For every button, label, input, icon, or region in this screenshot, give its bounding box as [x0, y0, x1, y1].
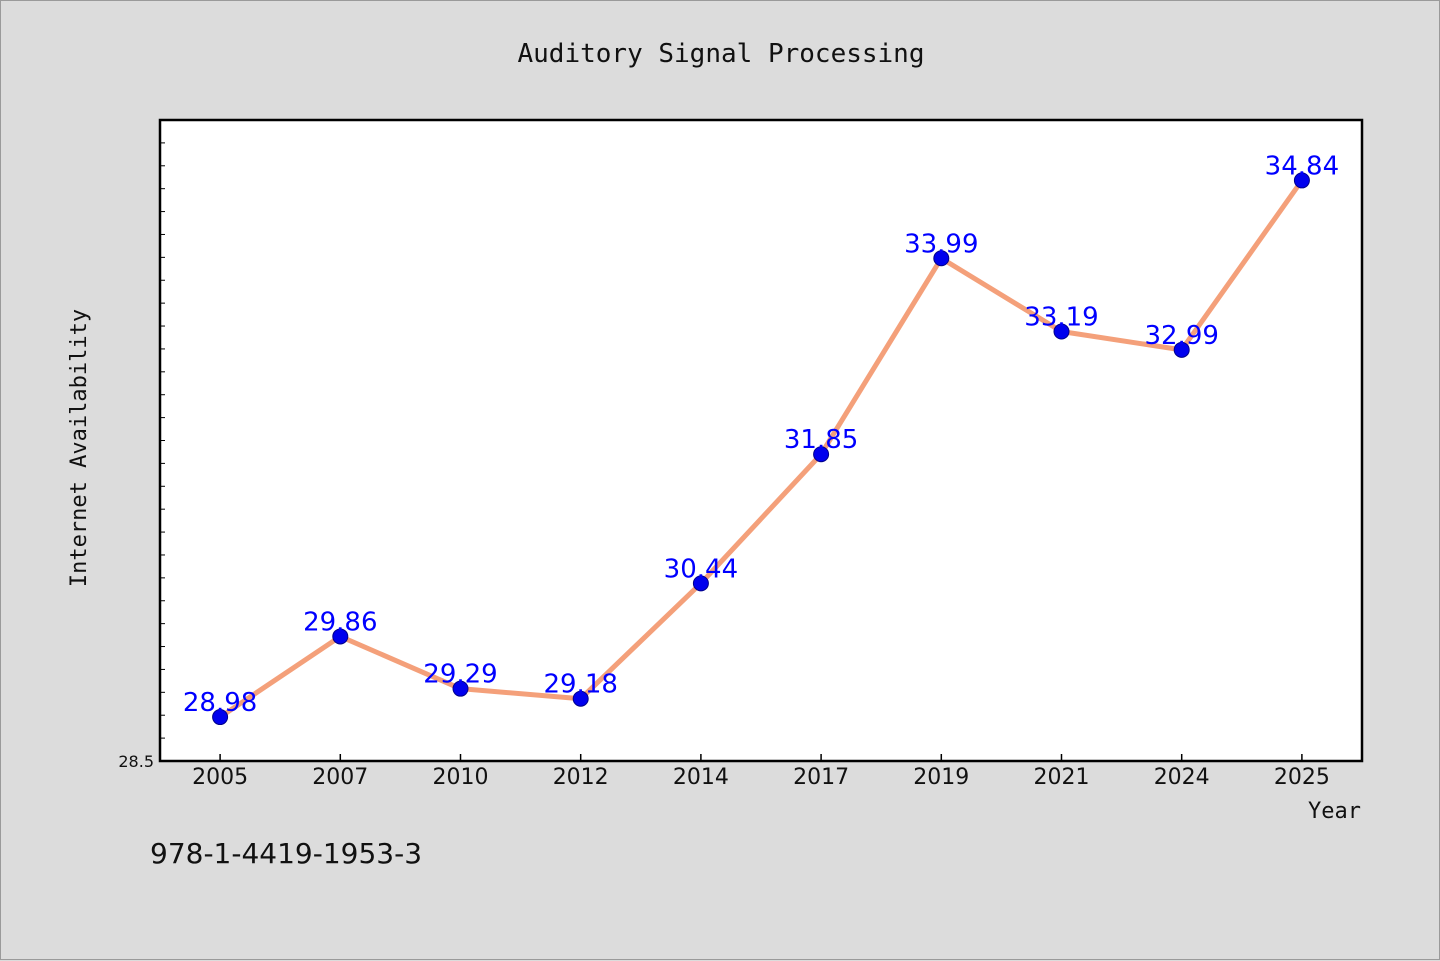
- data-label-2007: 29.86: [303, 607, 377, 637]
- x-axis-ticks: 2005 2007 2010 2012 2014 2017 2019 2021 2024 2025: [192, 754, 1330, 790]
- data-point-2017: [813, 446, 830, 463]
- x-tick-label-2010: 2010: [433, 765, 489, 790]
- data-label-2025: 34.84: [1265, 151, 1339, 181]
- x-tick-label-2017: 2017: [793, 765, 849, 790]
- y-axis-label: Internet Availability: [67, 309, 92, 587]
- x-tick-label-2025: 2025: [1274, 765, 1330, 790]
- data-point-2014: [692, 575, 709, 592]
- chart-title: Auditory Signal Processing: [518, 39, 925, 69]
- data-point-2024: [1173, 341, 1190, 358]
- data-point-2012: [572, 690, 589, 707]
- data-point-2019: [933, 250, 950, 267]
- data-label-2019: 33.99: [904, 229, 978, 259]
- series-line: [217, 177, 1305, 720]
- x-tick-label-2014: 2014: [673, 765, 729, 790]
- x-tick-label-2021: 2021: [1034, 765, 1090, 790]
- footer-isbn: 978-1-4419-1953-3: [150, 837, 422, 870]
- data-label-2012: 29.18: [543, 670, 617, 700]
- y-tick-label-0: 28.5: [118, 752, 154, 771]
- data-point-2010: [452, 680, 469, 697]
- data-point-2005: [212, 709, 229, 726]
- data-point-2021: [1053, 323, 1070, 340]
- x-tick-label-2007: 2007: [312, 765, 368, 790]
- x-tick-label-2005: 2005: [192, 765, 248, 790]
- data-label-2017: 31.85: [784, 425, 858, 455]
- y-axis-ticks: 28.5: [118, 142, 165, 771]
- x-axis-label: Year: [1308, 799, 1361, 824]
- data-point-2025: [1293, 172, 1310, 189]
- series-group: 28.98 29.86 29.29 29.18 30.44 31.85 33.99 33.19…: [183, 151, 1339, 726]
- data-label-2005: 28.98: [183, 688, 257, 718]
- plot-area: [158, 118, 1364, 763]
- x-tick-label-2024: 2024: [1154, 765, 1210, 790]
- data-label-2024: 32.99: [1144, 321, 1218, 351]
- data-label-2014: 30.44: [664, 554, 738, 584]
- x-tick-label-2012: 2012: [553, 765, 609, 790]
- data-label-2010: 29.29: [423, 660, 497, 690]
- data-point-2007: [332, 628, 349, 645]
- data-label-2021: 33.19: [1024, 303, 1098, 333]
- x-tick-label-2019: 2019: [913, 765, 969, 790]
